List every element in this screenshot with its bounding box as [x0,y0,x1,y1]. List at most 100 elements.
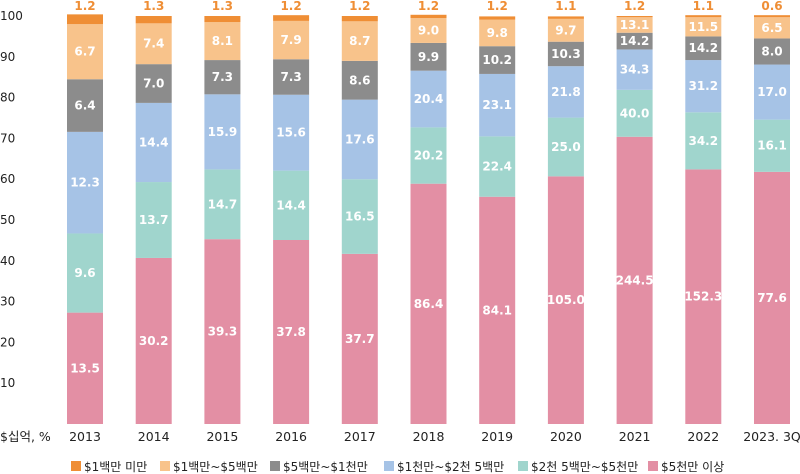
bar-segment [616,32,653,50]
data-label: 37.8 [276,325,306,339]
y-tick-label: 70 [0,131,15,145]
data-label: 0.6 [761,0,782,13]
data-label: 8.7 [349,34,370,48]
bar-segment [273,15,310,21]
bar-segment [616,16,653,18]
bar-segment [410,14,447,19]
bar-segment [616,136,653,424]
data-label: 12.3 [70,176,100,190]
x-tick-label: 2023. 3Q [743,429,800,444]
x-tick-label: 2020 [550,429,582,444]
data-label: 22.4 [482,160,512,174]
bar-segment [479,73,516,137]
data-label: 14.4 [139,135,169,149]
bar-segment [685,60,722,113]
bar-segment [685,112,722,170]
bar-segment [479,196,516,424]
bar-segment [341,21,378,61]
data-label: 6.4 [74,99,95,113]
bar-segment [410,127,447,184]
x-tick-label: 2015 [206,429,238,444]
bar-segment [685,15,722,18]
data-label: 20.4 [414,92,444,106]
y-tick-label: 100 [0,9,23,23]
data-label: 14.2 [620,34,650,48]
data-label: 7.0 [143,77,164,91]
data-label: 1.1 [693,0,714,13]
bar-segment [273,59,310,95]
data-label: 14.4 [276,198,306,212]
data-label: 7.9 [280,33,301,47]
data-label: 1.1 [555,0,576,13]
bar-segment [685,36,722,61]
bar-segment [341,179,378,254]
x-tick-label: 2021 [619,429,651,444]
data-label: 11.5 [688,20,718,34]
data-label: 244.5 [616,273,654,287]
legend-label: $2천 5백만~$5천만 [531,459,638,474]
data-label: 16.1 [757,139,787,153]
data-label: 20.2 [414,149,444,163]
bar-segment [204,16,241,23]
y-tick-label: 90 [0,50,15,64]
bar-segment [273,239,310,424]
data-label: 31.2 [688,79,718,93]
x-tick-label: 2018 [413,429,445,444]
data-label: 1.2 [280,0,301,13]
bar-segment [341,60,378,100]
bar-segment [410,70,447,128]
bar-segment [204,60,241,95]
data-label: 8.0 [761,44,782,58]
bar-segment [754,64,790,120]
bar-segment [204,169,241,240]
data-label: 10.3 [551,47,581,61]
bar-segment [273,20,310,60]
data-label: 23.1 [482,98,512,112]
data-label: 6.5 [761,21,782,35]
y-tick-label: 80 [0,91,15,105]
y-tick-label: 20 [0,335,15,349]
x-tick-label: 2022 [687,429,719,444]
data-label: 9.9 [418,50,439,64]
data-label: 17.6 [345,132,375,146]
bar-stacks [67,14,790,424]
bar-segment [135,182,172,258]
data-label: 15.6 [276,126,306,140]
bar-segment [273,170,310,240]
data-label: 105.0 [547,293,585,307]
legend: $1백만 미만 $1백만~$5백만 $5백만~$1천만 $1천만~$2천 5백만 $2천… [71,459,724,474]
legend-label: $1백만~$5백만 [173,460,258,474]
data-label: 37.7 [345,332,375,346]
legend-swatch [270,461,280,471]
bar-segment [754,38,790,65]
legend-label: $1백만 미만 [84,460,147,474]
data-label: 86.4 [414,297,444,311]
data-label: 13.5 [70,361,100,375]
bar-segment [479,136,516,197]
bar-segment [479,19,516,47]
bar-segment [204,94,241,170]
data-label: 7.4 [143,37,164,51]
data-label: 16.5 [345,210,375,224]
data-label: 1.2 [349,0,370,13]
x-tick-label: 2013 [69,429,101,444]
data-label: 9.7 [555,23,576,37]
data-label: 7.3 [212,70,233,84]
bar-segment [135,64,172,103]
data-label: 9.6 [74,266,95,280]
data-label: 10.2 [482,53,512,67]
data-label: 1.3 [212,0,233,13]
bar-segment [67,24,103,80]
bar-segment [135,257,172,424]
legend-swatch [648,461,658,471]
x-tick-label: 2014 [138,429,170,444]
bar-segment [547,41,584,67]
bar-segment [410,18,447,43]
y-axis: 10 20 30 40 50 60 70 80 90 100 [0,9,23,390]
y-tick-label: 10 [0,376,15,390]
bar-segment [341,253,378,424]
legend-label: $5천만 이상 [661,459,724,474]
data-label: 1.3 [143,0,164,13]
data-label: 15.9 [208,125,238,139]
bar-segment [204,22,241,61]
